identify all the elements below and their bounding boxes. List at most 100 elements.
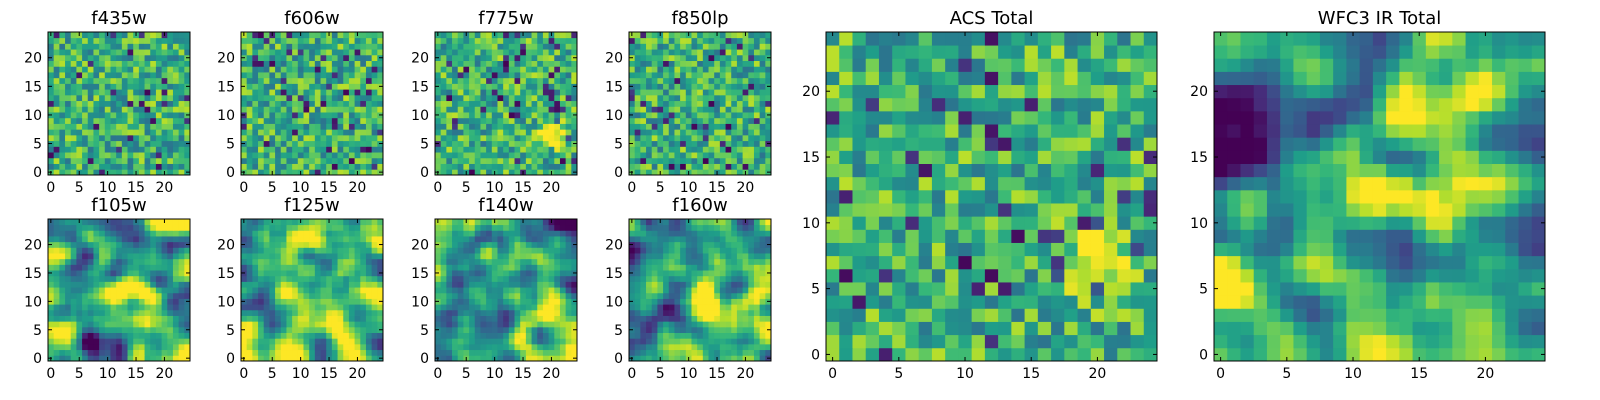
heatmap-cell — [65, 287, 72, 294]
heatmap-cell — [685, 54, 692, 61]
heatmap-cell — [371, 236, 378, 243]
heatmap-cell — [144, 72, 151, 79]
heatmap-cell — [59, 264, 66, 271]
heatmap-cell — [651, 83, 658, 90]
heatmap-cell — [161, 326, 168, 333]
heatmap-cell — [354, 321, 361, 328]
heatmap-cell — [331, 326, 338, 333]
heatmap-cell — [82, 247, 89, 254]
heatmap-cell — [167, 89, 174, 96]
heatmap-cell — [127, 253, 134, 260]
heatmap-cell — [503, 253, 510, 260]
heatmap-cell — [463, 134, 470, 142]
heatmap-cell — [435, 94, 442, 102]
heatmap-cell — [674, 275, 681, 282]
heatmap-cell — [360, 309, 367, 316]
heatmap-cell — [474, 224, 481, 231]
heatmap-cell — [565, 230, 572, 237]
heatmap-cell — [65, 338, 72, 345]
heatmap-cell — [65, 134, 72, 142]
heatmap-cell — [263, 309, 270, 316]
heatmap-cell — [48, 247, 55, 254]
heatmap-cell — [748, 72, 755, 79]
heatmap-cell — [65, 219, 72, 226]
heatmap-cell — [508, 146, 515, 153]
heatmap-cell — [708, 66, 715, 73]
heatmap-cell — [150, 230, 157, 237]
heatmap-cell — [82, 258, 89, 265]
heatmap-cell — [133, 224, 140, 231]
heatmap-cell — [469, 146, 476, 153]
heatmap-cell — [116, 224, 123, 231]
heatmap-cell — [337, 230, 344, 237]
heatmap-cell — [446, 94, 453, 102]
heatmap-cell — [116, 275, 123, 282]
heatmap-cell — [508, 37, 515, 44]
heatmap-cell — [178, 112, 185, 119]
heatmap-cell — [65, 163, 72, 170]
heatmap-cell — [116, 163, 123, 170]
heatmap-cell — [446, 258, 453, 265]
heatmap-cell — [337, 241, 344, 248]
heatmap-cell — [668, 152, 675, 159]
heatmap-cell — [263, 123, 270, 130]
heatmap-cell — [646, 355, 653, 362]
heatmap-cell — [48, 117, 55, 124]
heatmap-cell — [559, 60, 567, 67]
heatmap-cell — [360, 321, 367, 328]
heatmap-cell — [320, 89, 327, 96]
heatmap-cell — [719, 309, 726, 316]
heatmap-cell — [331, 66, 338, 73]
heatmap-cell — [559, 49, 567, 56]
heatmap-cell — [337, 43, 344, 50]
heatmap-cell — [99, 321, 106, 328]
heatmap-cell — [343, 315, 350, 322]
heatmap-cell — [702, 83, 709, 90]
heatmap-cell — [337, 355, 344, 362]
heatmap-cell — [474, 355, 481, 362]
heatmap-cell — [280, 163, 287, 170]
heatmap-cell — [646, 66, 653, 73]
heatmap-cell — [99, 219, 106, 226]
heatmap-cell — [440, 100, 447, 107]
heatmap-cell — [161, 224, 168, 231]
heatmap-cell — [435, 230, 442, 237]
heatmap-cell — [486, 54, 493, 61]
heatmap-cell — [446, 275, 453, 282]
heatmap-cell — [452, 43, 459, 50]
heatmap-cell — [138, 343, 145, 351]
heatmap-cell — [263, 49, 270, 56]
heatmap-cell — [674, 72, 681, 79]
heatmap-cell — [99, 355, 106, 362]
heatmap-cell — [314, 163, 321, 170]
heatmap-cell — [258, 236, 265, 243]
heatmap-cell — [525, 304, 532, 311]
heatmap-cell — [525, 157, 532, 164]
heatmap-cell — [377, 275, 384, 282]
heatmap-cell — [457, 134, 464, 142]
heatmap-cell — [548, 349, 555, 356]
heatmap-cell — [365, 163, 373, 170]
heatmap-cell — [110, 247, 117, 254]
heatmap-cell — [275, 72, 282, 79]
heatmap-cell — [629, 157, 636, 164]
heatmap-cell — [360, 60, 367, 67]
heatmap-cell — [303, 230, 310, 237]
heatmap-cell — [121, 72, 128, 79]
heatmap-cell — [110, 72, 117, 79]
heatmap-cell — [759, 83, 766, 90]
heatmap-cell — [87, 287, 94, 294]
heatmap-cell — [537, 32, 544, 39]
heatmap-cell — [759, 72, 766, 79]
heatmap-cell — [116, 326, 123, 333]
heatmap-cell — [508, 134, 515, 142]
heatmap-cell — [155, 326, 162, 333]
heatmap-cell — [184, 129, 191, 136]
heatmap-cell — [559, 129, 567, 136]
heatmap-cell — [241, 332, 248, 339]
heatmap-cell — [263, 60, 270, 67]
heatmap-cell — [520, 112, 527, 119]
heatmap-cell — [365, 287, 373, 294]
heatmap-cell — [508, 275, 515, 282]
